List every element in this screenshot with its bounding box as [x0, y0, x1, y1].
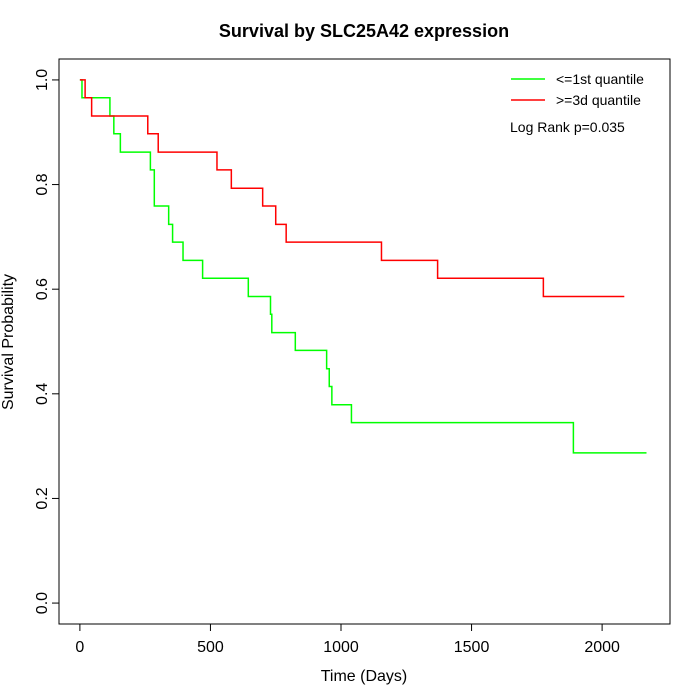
log-rank-annotation: Log Rank p=0.035 [510, 119, 625, 135]
y-tick-label: 0.0 [34, 592, 51, 614]
chart-title: Survival by SLC25A42 expression [219, 21, 509, 41]
x-axis-label: Time (Days) [321, 668, 408, 685]
y-axis: 0.0 0.2 0.4 0.6 0.8 1.0 [34, 69, 60, 614]
y-tick-label: 0.2 [34, 487, 51, 509]
x-tick-label: 0 [75, 639, 84, 656]
legend: <=1st quantile >=3d quantile Log Rank p=… [510, 71, 644, 135]
legend-label-high: >=3d quantile [556, 92, 641, 108]
series-layer [79, 79, 647, 454]
series-line-high-quantile [79, 79, 625, 298]
series-line-low-quantile [79, 79, 647, 454]
y-tick-label: 0.4 [34, 383, 51, 405]
x-axis: 0 500 1000 1500 2000 [75, 623, 620, 656]
x-tick-label: 1000 [323, 639, 359, 656]
x-tick-label: 1500 [454, 639, 490, 656]
y-tick-label: 0.8 [34, 173, 51, 195]
y-tick-label: 1.0 [34, 69, 51, 91]
plot-frame [58, 58, 671, 625]
x-tick-label: 500 [197, 639, 224, 656]
legend-label-low: <=1st quantile [556, 71, 644, 87]
y-axis-label: Survival Probability [0, 274, 17, 410]
y-tick-label: 0.6 [34, 278, 51, 300]
x-tick-label: 2000 [584, 639, 620, 656]
